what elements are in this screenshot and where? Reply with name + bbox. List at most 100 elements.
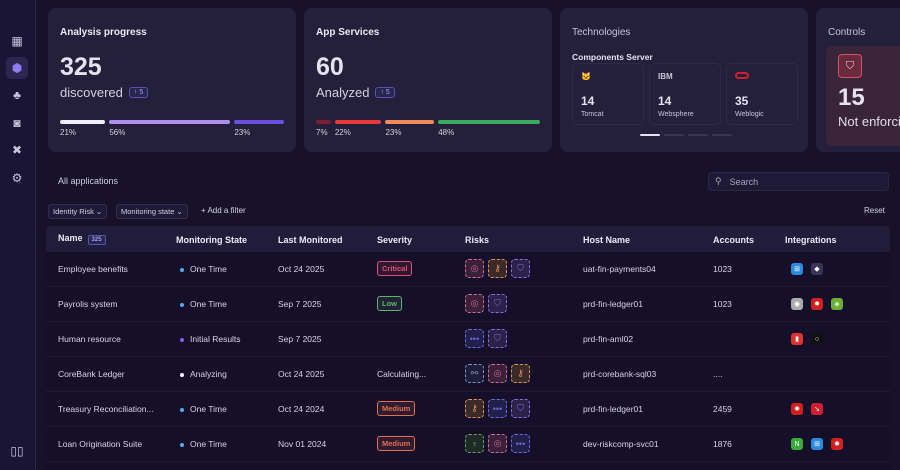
app-name[interactable]: Payrolis system bbox=[58, 299, 118, 309]
app-name[interactable]: Employee benefits bbox=[58, 264, 128, 274]
tech-weblogic[interactable]: 35 Weblogic bbox=[726, 63, 798, 125]
state-label: One Time bbox=[190, 439, 227, 449]
col-host-name[interactable]: Host Name bbox=[583, 235, 631, 245]
tools-icon[interactable]: ✖ bbox=[11, 143, 23, 157]
database-risk-icon[interactable]: ◎ bbox=[488, 434, 507, 453]
app-name[interactable]: Human resource bbox=[58, 334, 121, 344]
circle-icon[interactable]: ◉ bbox=[791, 298, 803, 310]
key-risk-icon[interactable]: ⚷ bbox=[511, 364, 530, 383]
key-risk-icon[interactable]: ⚷ bbox=[465, 399, 484, 418]
accounts-count: 1023 bbox=[713, 299, 732, 309]
card-title: App Services bbox=[316, 27, 380, 38]
table-row[interactable]: Employee benefits One Time Oct 24 2025 Cr… bbox=[46, 252, 890, 287]
progress-segment: 22% bbox=[334, 120, 382, 137]
progress-segment: 23% bbox=[234, 120, 284, 137]
page-dot[interactable] bbox=[712, 134, 732, 136]
state-label: One Time bbox=[190, 299, 227, 309]
severity-status: Calculating... bbox=[377, 369, 427, 379]
book-icon[interactable]: ▯▯ bbox=[10, 444, 24, 458]
windows-icon[interactable]: ⊞ bbox=[811, 438, 823, 450]
red-app-icon[interactable]: ▮ bbox=[791, 333, 803, 345]
risk-icons: ⚯ ◎ ⚷ bbox=[465, 364, 530, 383]
shield-check-icon[interactable]: ◙ bbox=[13, 116, 21, 130]
col-monitoring-state[interactable]: Monitoring State bbox=[176, 235, 247, 245]
more-risk-icon[interactable]: ••• bbox=[511, 434, 530, 453]
col-severity[interactable]: Severity bbox=[377, 235, 413, 245]
col-name[interactable]: Name 325 bbox=[58, 233, 106, 245]
database-risk-icon[interactable]: ◎ bbox=[488, 364, 507, 383]
windows-icon[interactable]: ⊞ bbox=[791, 263, 803, 275]
page-dot[interactable] bbox=[664, 134, 684, 136]
tech-websphere[interactable]: IBM 14 Websphere bbox=[649, 63, 721, 125]
database-risk-icon[interactable]: ◎ bbox=[465, 294, 484, 313]
tech-count: 35 bbox=[735, 94, 749, 108]
risk-icons: ◎ ⛉ bbox=[465, 294, 507, 313]
monitoring-state: Initial Results bbox=[180, 334, 241, 344]
app-name[interactable]: Treasury Reconciliation... bbox=[58, 404, 154, 414]
linux-icon[interactable]: ◆ bbox=[811, 263, 823, 275]
table-row[interactable]: Treasury Reconciliation... One Time Oct … bbox=[46, 392, 890, 427]
ring-icon[interactable]: ○ bbox=[811, 333, 823, 345]
nginx-icon[interactable]: N bbox=[791, 438, 803, 450]
not-enforcing-tile[interactable]: ⛉ 15 Not enforcing bbox=[826, 46, 900, 146]
key-risk-icon[interactable]: ⚷ bbox=[488, 259, 507, 278]
tech-tomcat[interactable]: 🐱 14 Tomcat bbox=[572, 63, 644, 125]
last-monitored: Oct 24 2025 bbox=[278, 369, 325, 379]
cluster-icon[interactable]: ♣ bbox=[13, 88, 21, 102]
database-risk-icon[interactable]: ◎ bbox=[465, 259, 484, 278]
col-risks[interactable]: Risks bbox=[465, 235, 490, 245]
host-name: prd-corebank-sql03 bbox=[583, 369, 657, 379]
more-risk-icon[interactable]: ••• bbox=[465, 329, 484, 348]
shield-risk-icon[interactable]: ⛉ bbox=[511, 259, 530, 278]
page-dot[interactable] bbox=[688, 134, 708, 136]
network-risk-icon[interactable]: ⚯ bbox=[465, 364, 484, 383]
table-row[interactable]: Loan Origination Suite One Time Nov 01 2… bbox=[46, 427, 890, 462]
add-filter-button[interactable]: + Add a filter bbox=[201, 206, 246, 215]
cactus-risk-icon[interactable]: ♆ bbox=[465, 434, 484, 453]
table-row[interactable]: CoreBank Ledger Analyzing Oct 24 2025 Cal… bbox=[46, 357, 890, 392]
risk-icons: ••• ⛉ bbox=[465, 329, 507, 348]
redhat-icon[interactable]: ✹ bbox=[811, 298, 823, 310]
shield-x-icon: ⛉ bbox=[838, 54, 862, 78]
settings-icon[interactable]: ⚙ bbox=[11, 171, 23, 185]
progress-bars: 7% 22% 23% 48% bbox=[316, 120, 540, 140]
carousel-pagination[interactable] bbox=[640, 134, 732, 136]
app-name[interactable]: Loan Origination Suite bbox=[58, 439, 143, 449]
app-name[interactable]: CoreBank Ledger bbox=[58, 369, 125, 379]
table-header: Name 325 Monitoring State Last Monitored … bbox=[46, 226, 890, 252]
shield-risk-icon[interactable]: ⛉ bbox=[511, 399, 530, 418]
col-integrations[interactable]: Integrations bbox=[785, 235, 837, 245]
integration-icons: ✹ ↘ bbox=[791, 403, 823, 415]
segment-percent: 23% bbox=[385, 128, 402, 137]
filter-identity-risk[interactable]: Identity Risk ⌄ bbox=[48, 204, 108, 219]
col-accounts[interactable]: Accounts bbox=[713, 235, 755, 245]
android-icon[interactable]: ◈ bbox=[831, 298, 843, 310]
page-dot[interactable] bbox=[640, 134, 660, 136]
more-risk-icon[interactable]: ••• bbox=[488, 399, 507, 418]
risk-icons: ◎ ⚷ ⛉ bbox=[465, 259, 530, 278]
redhat-icon[interactable]: ✹ bbox=[831, 438, 843, 450]
segment-bar bbox=[109, 120, 231, 124]
apps-icon[interactable]: ⬢ bbox=[6, 57, 28, 79]
accounts-count: 1876 bbox=[713, 439, 732, 449]
filter-monitoring-state[interactable]: Monitoring state ⌄ bbox=[116, 204, 188, 219]
redhat-icon[interactable]: ✹ bbox=[791, 403, 803, 415]
col-last-monitored[interactable]: Last Monitored bbox=[278, 235, 343, 245]
not-enforcing-label: Not enforcing bbox=[838, 114, 900, 129]
monitoring-state: One Time bbox=[180, 299, 227, 309]
shield-risk-icon[interactable]: ⛉ bbox=[488, 329, 507, 348]
progress-bars: 21% 56% 23% bbox=[60, 120, 284, 140]
grid-icon[interactable]: ▦ bbox=[11, 34, 23, 48]
progress-segment: 23% bbox=[385, 120, 435, 137]
components-server-label: Components Server bbox=[572, 52, 653, 62]
table-row[interactable]: Human resource Initial Results Sep 7 202… bbox=[46, 322, 890, 357]
reset-button[interactable]: Reset bbox=[864, 206, 885, 215]
monitoring-state: One Time bbox=[180, 264, 227, 274]
table-row[interactable]: Payrolis system One Time Sep 7 2025 Low ◎ ⛉… bbox=[46, 287, 890, 322]
debian-icon[interactable]: ↘ bbox=[811, 403, 823, 415]
card-title: Controls bbox=[828, 27, 866, 38]
search-input[interactable]: ⚲ Search bbox=[708, 172, 889, 191]
section-title: All applications bbox=[58, 176, 119, 186]
risk-icons: ⚷ ••• ⛉ bbox=[465, 399, 530, 418]
shield-risk-icon[interactable]: ⛉ bbox=[488, 294, 507, 313]
